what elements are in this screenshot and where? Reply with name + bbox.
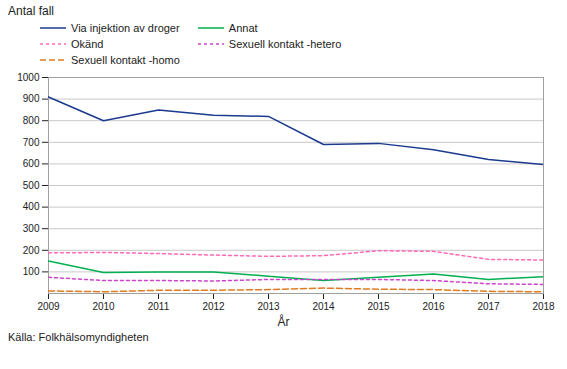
svg-text:2010: 2010 — [92, 301, 115, 312]
svg-text:2016: 2016 — [422, 301, 445, 312]
html-text:Annat: Annat — [228, 21, 258, 34]
svg-text:2017: 2017 — [477, 301, 500, 312]
svg-text:700: 700 — [23, 137, 40, 148]
html-text:Okänd: Okänd — [71, 37, 104, 50]
svg-text:400: 400 — [23, 201, 40, 212]
svg-text:1000: 1000 — [17, 72, 40, 83]
svg-text:300: 300 — [23, 223, 40, 234]
svg-text:500: 500 — [23, 180, 40, 191]
html-text:Via injektion av droger: Via injektion av droger — [71, 21, 180, 34]
html-text:Antal fall: Antal fall — [8, 4, 54, 18]
svg-text:100: 100 — [23, 266, 40, 277]
html-text:År: År — [277, 315, 290, 329]
html-text:Sexuell kontakt -homo: Sexuell kontakt -homo — [71, 53, 180, 66]
html-text:Sexuell kontakt -hetero: Sexuell kontakt -hetero — [228, 37, 342, 50]
svg-text:2014: 2014 — [312, 301, 335, 312]
svg-text:2009: 2009 — [37, 301, 60, 312]
svg-text:900: 900 — [23, 93, 40, 104]
html-text:Källa: Folkhälsomyndigheten: Källa: Folkhälsomyndigheten — [8, 331, 149, 343]
svg-text:2018: 2018 — [532, 301, 555, 312]
svg-text:2012: 2012 — [202, 301, 225, 312]
svg-text:800: 800 — [23, 115, 40, 126]
svg-text:2013: 2013 — [257, 301, 280, 312]
svg-text:200: 200 — [23, 245, 40, 256]
svg-text:2011: 2011 — [148, 301, 170, 312]
svg-text:2015: 2015 — [367, 301, 390, 312]
svg-text:600: 600 — [23, 158, 40, 169]
